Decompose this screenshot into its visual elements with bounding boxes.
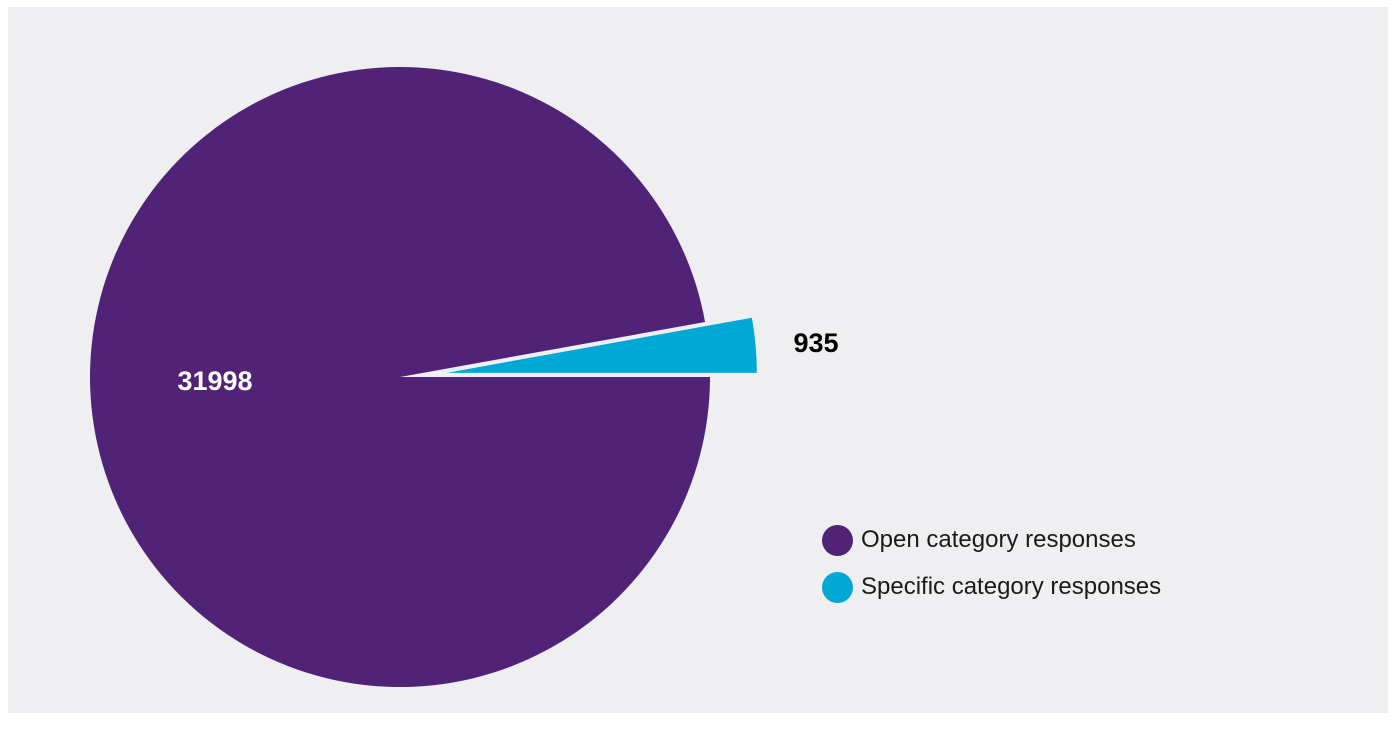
legend-label-open-category: Open category responses — [861, 526, 1136, 553]
legend-item-open-category: Open category responses — [822, 524, 1161, 556]
legend-item-specific-category: Specific category responses — [822, 571, 1162, 603]
legend-swatch-open-category — [822, 524, 853, 556]
data-label-specific-category: 935 — [793, 328, 838, 358]
legend: Open category responses Specific categor… — [822, 524, 1162, 619]
legend-label-specific-category: Specific category responses — [861, 573, 1162, 600]
data-label-open-category: 31998 — [177, 366, 252, 396]
pie-slice-open-category — [89, 67, 710, 688]
pie-slice-specific-category — [446, 317, 757, 373]
legend-swatch-specific-category — [822, 571, 853, 603]
